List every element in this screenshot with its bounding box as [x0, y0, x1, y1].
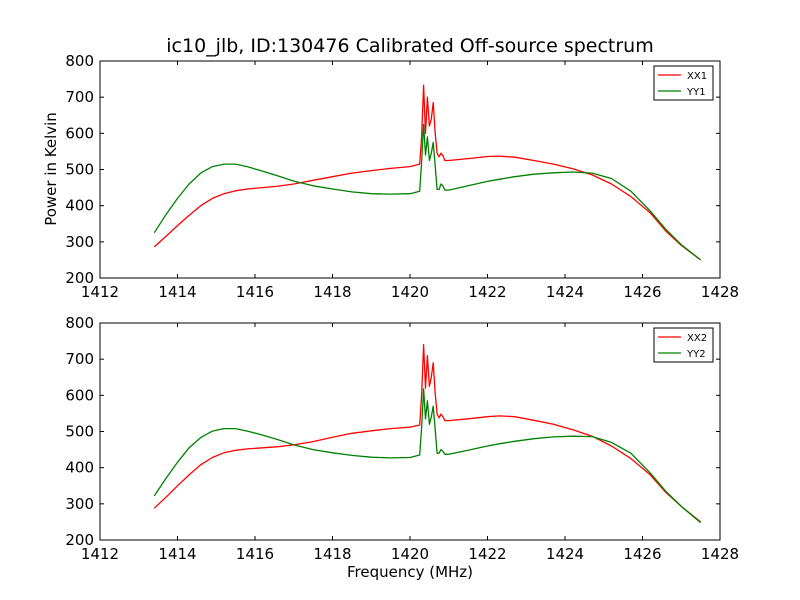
x-tick-label: 1418: [313, 545, 351, 563]
y-axis-label: Power in Kelvin: [42, 112, 60, 226]
y-tick-label: 200: [65, 269, 94, 287]
top-plot-panel: 1412 1414 1416 1418 1420 1422 1424 1426 1428 200 3…: [65, 52, 739, 301]
legend-box: [653, 65, 714, 101]
plot-frame: [99, 322, 721, 541]
legend-box: [653, 327, 714, 363]
y-tick-label: 700: [65, 350, 94, 368]
series-line-xx1: [153, 84, 701, 261]
x-tick-label: 1424: [546, 545, 584, 563]
x-tick-label: 1428: [701, 545, 739, 563]
y-tick-label: 600: [65, 386, 94, 404]
y-tick-label: 300: [65, 495, 94, 513]
y-tick-label: 700: [65, 88, 94, 106]
legend-label-xx1: XX1: [687, 71, 707, 82]
x-tick-label: 1422: [468, 283, 506, 301]
x-tick-label: 1416: [236, 283, 274, 301]
x-tick-label: 1412: [81, 545, 119, 563]
x-tick-label: 1414: [158, 283, 196, 301]
x-tick-label: 1418: [313, 283, 351, 301]
series-line-yy2: [153, 388, 702, 524]
x-tick-label: 1426: [623, 545, 661, 563]
y-tick-label: 800: [65, 314, 94, 332]
x-tick-label: 1426: [623, 283, 661, 301]
y-tick-label: 500: [65, 161, 94, 179]
y-tick-label: 800: [65, 52, 94, 70]
x-tick-label: 1422: [468, 545, 506, 563]
y-tick-label: 300: [65, 233, 94, 251]
legend-label-xx2: XX2: [687, 333, 707, 344]
y-tick-label: 400: [65, 459, 94, 477]
x-axis-label: Frequency (MHz): [347, 563, 473, 581]
bottom-plot-panel: 1412 1414 1416 1418 1420 1422 1424 1426 1428 200 3…: [65, 314, 739, 563]
chart-title: ic10_jlb, ID:130476 Calibrated Off-sourc…: [166, 35, 653, 57]
x-tick-label: 1420: [391, 283, 429, 301]
y-tick-label: 500: [65, 423, 94, 441]
x-tick-label: 1416: [236, 545, 274, 563]
series-line-xx2: [153, 344, 702, 523]
x-tick-label: 1424: [546, 283, 584, 301]
legend-label-yy2: YY2: [686, 349, 706, 360]
y-tick-label: 600: [65, 124, 94, 142]
y-tick-label: 400: [65, 197, 94, 215]
y-tick-label: 200: [65, 531, 94, 549]
x-tick-label: 1428: [701, 283, 739, 301]
x-tick-label: 1420: [391, 545, 429, 563]
x-tick-label: 1412: [81, 283, 119, 301]
series-line-yy1: [153, 123, 702, 261]
legend-label-yy1: YY1: [686, 87, 706, 98]
x-tick-label: 1414: [158, 545, 196, 563]
plot-frame: [99, 60, 721, 279]
